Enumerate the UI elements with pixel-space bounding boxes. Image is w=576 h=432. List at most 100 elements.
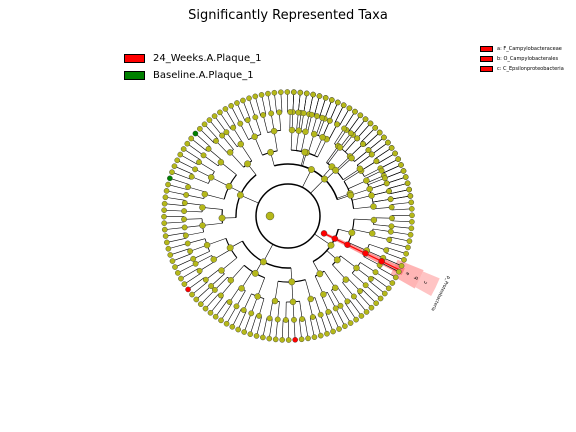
tree-branch xyxy=(241,271,253,289)
taxon-node xyxy=(357,288,363,294)
clade-legend-item-a: a: F_Campylobacteraceae xyxy=(480,44,564,54)
taxon-node xyxy=(347,320,354,326)
taxon-node xyxy=(367,275,374,282)
tree-branch xyxy=(232,127,243,144)
legend-label-baseline: Baseline.A.Plaque_1 xyxy=(153,70,254,81)
taxon-node xyxy=(246,95,252,102)
taxon-node xyxy=(363,309,370,315)
tree-branch xyxy=(340,305,351,324)
tree-branch xyxy=(343,170,362,182)
taxon-node xyxy=(319,114,326,121)
tree-branch xyxy=(262,114,268,133)
taxon-node xyxy=(392,150,398,157)
tree-branch xyxy=(281,319,284,340)
tree-branch xyxy=(243,313,252,333)
taxon-node xyxy=(408,225,415,232)
tree-branch xyxy=(368,137,385,151)
taxon-node xyxy=(196,267,203,274)
tree-branch xyxy=(254,96,261,116)
tree-branch xyxy=(374,147,392,160)
taxon-node xyxy=(180,146,187,152)
tree-branch xyxy=(327,292,336,309)
tree-branch xyxy=(209,119,223,136)
tree-branch xyxy=(386,176,406,184)
taxon-node xyxy=(303,90,310,97)
taxon-node xyxy=(356,165,364,172)
tree-branch xyxy=(327,147,341,164)
tree-branch xyxy=(336,286,348,302)
taxon-node xyxy=(164,239,170,246)
tree-branch xyxy=(170,248,190,256)
tree-branch xyxy=(261,94,267,115)
taxon-node xyxy=(317,332,324,339)
tree-branch xyxy=(389,236,410,242)
tree-branch xyxy=(299,319,302,340)
tree-branch xyxy=(328,124,338,141)
tree-branch xyxy=(372,198,391,203)
taxon-node xyxy=(321,175,328,183)
tree-branch xyxy=(268,318,273,339)
taxon-node xyxy=(353,264,360,272)
taxon-node xyxy=(241,329,247,335)
tree-branch xyxy=(193,251,210,260)
taxon-node xyxy=(398,162,404,168)
taxon-node xyxy=(403,250,409,257)
tree-branch xyxy=(199,128,215,144)
tree-branch xyxy=(371,142,389,155)
tree-branch xyxy=(257,277,265,297)
legend-swatch-24-weeks xyxy=(124,54,145,63)
taxon-node xyxy=(192,130,199,137)
taxon-node xyxy=(251,133,258,140)
taxon-node xyxy=(203,241,211,249)
tree-branch xyxy=(349,299,362,317)
taxon-node xyxy=(260,334,266,341)
taxon-node xyxy=(332,284,339,292)
tree-branch xyxy=(391,220,412,223)
taxon-node xyxy=(409,212,415,219)
tree-branch xyxy=(344,302,357,320)
tree-branch xyxy=(187,277,205,290)
tree-branch xyxy=(365,284,381,299)
root-ring xyxy=(255,183,321,249)
taxon-node xyxy=(409,219,415,225)
legend-swatch-baseline xyxy=(124,71,145,80)
taxon-node xyxy=(334,121,341,128)
taxon-node xyxy=(162,233,169,239)
taxon-node xyxy=(295,109,302,116)
clade-legend-label-a: a: F_Campylobacteraceae xyxy=(497,46,562,52)
taxon-node xyxy=(381,175,388,182)
tree-branch xyxy=(226,306,237,324)
taxon-node xyxy=(407,231,414,238)
tree-branch xyxy=(388,242,409,248)
taxon-node xyxy=(335,99,341,106)
taxon-node xyxy=(282,317,289,323)
taxon-node xyxy=(337,302,344,309)
taxon-node xyxy=(298,336,305,343)
taxon-node xyxy=(211,287,218,293)
taxon-node xyxy=(288,126,296,134)
taxon-node xyxy=(368,192,375,199)
tree-branch xyxy=(315,316,322,336)
taxon-node xyxy=(211,113,218,119)
tree-branch xyxy=(308,299,314,318)
tree-branch xyxy=(230,265,245,281)
taxon-node xyxy=(370,203,377,210)
taxon-node xyxy=(181,281,188,287)
tree-branch xyxy=(204,193,225,200)
taxon-node xyxy=(308,111,315,118)
taxon-node xyxy=(199,204,206,211)
enriched-taxon-node xyxy=(362,250,369,257)
taxon-node xyxy=(244,117,251,124)
taxon-node xyxy=(271,89,278,96)
taxon-node xyxy=(385,139,391,146)
taxon-node xyxy=(291,316,297,323)
taxon-node xyxy=(244,160,251,168)
tree-branch xyxy=(363,256,380,266)
tree-branch xyxy=(371,235,390,241)
taxon-node xyxy=(272,336,279,343)
tree-branch xyxy=(274,281,279,302)
tree-branch xyxy=(237,311,247,330)
taxon-node xyxy=(333,256,341,264)
taxon-node xyxy=(178,275,184,282)
taxon-node xyxy=(196,159,202,166)
